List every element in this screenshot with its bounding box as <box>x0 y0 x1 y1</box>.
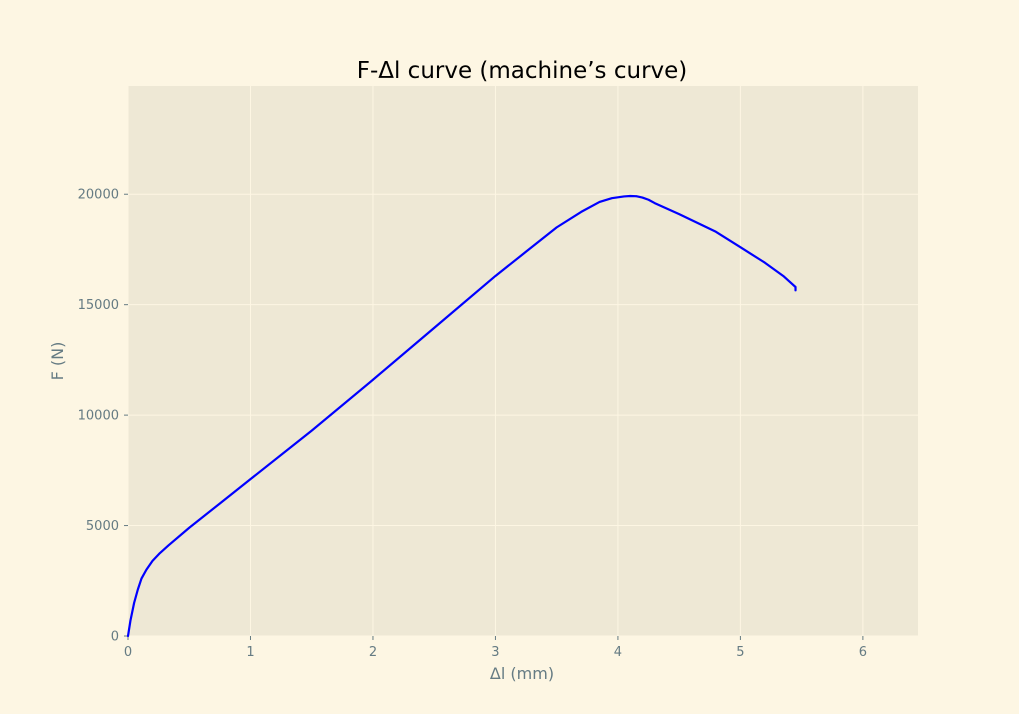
x-tick-label: 1 <box>246 645 254 660</box>
x-tick-label: 4 <box>614 645 622 660</box>
y-tick-label: 0 <box>111 630 119 645</box>
series-line-1 <box>126 194 797 638</box>
y-tick-label: 15000 <box>78 298 119 313</box>
y-tick-label: 20000 <box>78 188 119 203</box>
x-tick-label: 2 <box>369 645 377 660</box>
x-tick-label: 0 <box>124 645 132 660</box>
y-tick-label: 5000 <box>86 519 119 534</box>
x-tick-label: 6 <box>859 645 867 660</box>
chart-title: F-Δl curve (machine’s curve) <box>357 58 688 84</box>
grid <box>127 86 918 637</box>
y-axis-ticks: 0 5000 10000 15000 20000 <box>78 188 128 645</box>
y-tick-label: 10000 <box>78 409 119 424</box>
x-axis-ticks: 0 1 2 3 4 5 6 <box>124 636 867 660</box>
plot-area <box>128 86 918 636</box>
x-axis-label: Δl (mm) <box>490 664 554 683</box>
x-tick-label: 3 <box>491 645 499 660</box>
series-layer <box>126 194 797 638</box>
x-tick-label: 5 <box>736 645 744 660</box>
y-axis-label: F (N) <box>48 342 67 381</box>
